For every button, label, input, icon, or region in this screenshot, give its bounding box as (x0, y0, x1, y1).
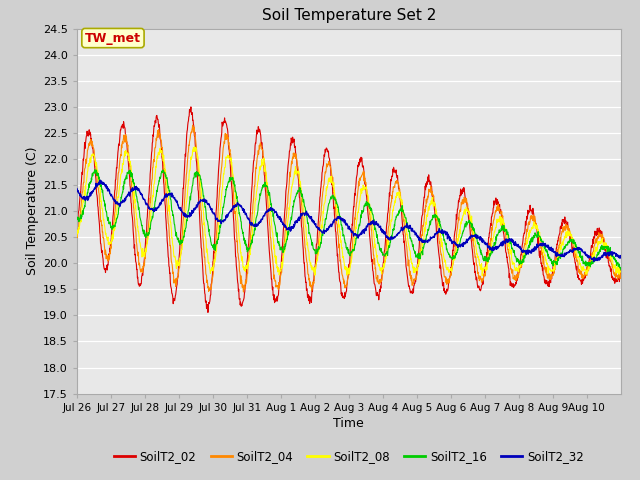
SoilT2_02 (73, 230, 81, 236)
Y-axis label: Soil Temperature (C): Soil Temperature (C) (26, 147, 39, 276)
SoilT2_32 (158, 196, 166, 202)
X-axis label: Time: Time (333, 417, 364, 430)
SoilT2_08 (477, 267, 485, 273)
SoilT2_08 (73, 234, 81, 240)
SoilT2_32 (477, 235, 485, 241)
SoilT2_04 (477, 279, 485, 285)
SoilT2_32 (589, 259, 597, 264)
Text: TW_met: TW_met (85, 32, 141, 45)
SoilT2_02 (617, 265, 625, 271)
SoilT2_16 (617, 267, 625, 273)
SoilT2_16 (158, 168, 166, 174)
SoilT2_08 (158, 148, 166, 154)
SoilT2_04 (189, 122, 196, 128)
SoilT2_04 (158, 145, 166, 151)
SoilT2_04 (73, 233, 81, 239)
SoilT2_02 (611, 279, 618, 285)
SoilT2_02 (187, 104, 195, 110)
SoilT2_32 (97, 178, 104, 183)
Line: SoilT2_04: SoilT2_04 (77, 125, 621, 292)
SoilT2_04 (239, 289, 247, 295)
SoilT2_16 (610, 256, 618, 262)
SoilT2_02 (477, 283, 485, 288)
SoilT2_16 (335, 209, 342, 215)
SoilT2_04 (557, 231, 565, 237)
SoilT2_08 (478, 273, 486, 278)
SoilT2_16 (557, 250, 564, 256)
SoilT2_02 (325, 154, 333, 160)
SoilT2_16 (324, 203, 332, 208)
SoilT2_08 (324, 177, 332, 182)
SoilT2_08 (557, 244, 565, 250)
SoilT2_02 (557, 226, 565, 231)
Title: Soil Temperature Set 2: Soil Temperature Set 2 (262, 9, 436, 24)
SoilT2_08 (617, 269, 625, 275)
SoilT2_02 (204, 310, 212, 315)
SoilT2_32 (617, 255, 625, 261)
Line: SoilT2_08: SoilT2_08 (77, 147, 621, 276)
SoilT2_32 (335, 214, 342, 219)
Line: SoilT2_16: SoilT2_16 (77, 169, 621, 270)
SoilT2_04 (335, 241, 343, 247)
Line: SoilT2_32: SoilT2_32 (77, 180, 621, 262)
SoilT2_32 (611, 251, 618, 256)
SoilT2_32 (324, 226, 332, 232)
Line: SoilT2_02: SoilT2_02 (77, 107, 621, 312)
SoilT2_32 (73, 185, 81, 191)
SoilT2_32 (557, 253, 564, 259)
SoilT2_04 (325, 158, 333, 164)
SoilT2_04 (617, 271, 625, 276)
SoilT2_08 (611, 264, 618, 270)
Legend: SoilT2_02, SoilT2_04, SoilT2_08, SoilT2_16, SoilT2_32: SoilT2_02, SoilT2_04, SoilT2_08, SoilT2_… (109, 445, 589, 468)
SoilT2_02 (335, 269, 343, 275)
SoilT2_16 (91, 167, 99, 172)
SoilT2_04 (611, 270, 618, 276)
SoilT2_02 (158, 154, 166, 160)
SoilT2_08 (191, 144, 198, 150)
SoilT2_16 (477, 252, 485, 257)
SoilT2_08 (335, 224, 342, 230)
SoilT2_16 (73, 216, 81, 222)
